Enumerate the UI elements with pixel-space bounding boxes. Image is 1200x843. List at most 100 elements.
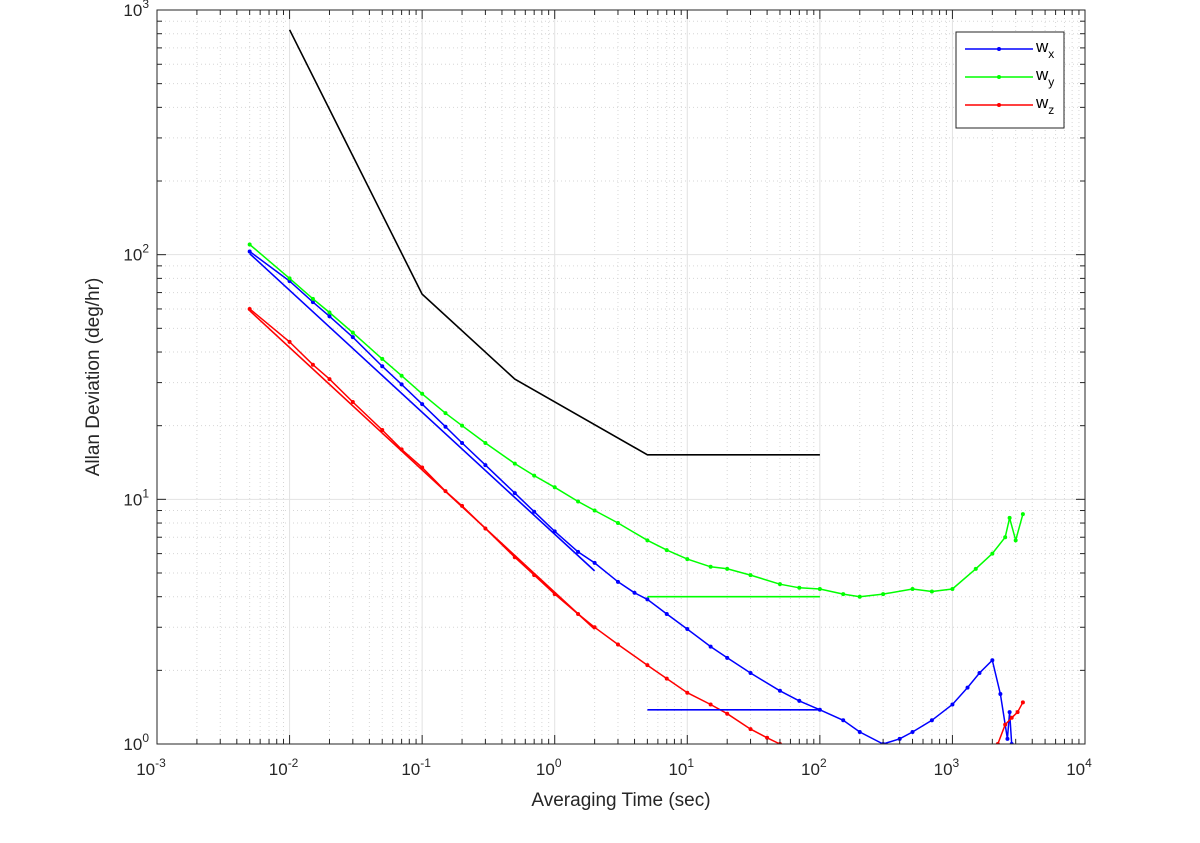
data-point [1009,715,1014,720]
data-point [645,597,650,602]
x-tick-label: 103 [934,756,960,779]
y-tick-label: 102 [123,242,149,265]
series-line [249,310,596,630]
data-point [632,590,637,595]
data-point [1015,710,1020,715]
data-point [460,440,465,445]
data-point [929,718,934,723]
data-point [350,399,355,404]
data-point [645,538,650,543]
fit-line-4 [288,29,820,456]
fit-line-5 [249,253,596,572]
x-tick-label: 104 [1066,756,1092,779]
x-tick-label: 102 [801,756,827,779]
data-point [592,560,597,565]
data-point [881,592,886,597]
x-tick-label: 100 [536,756,562,779]
legend-marker [997,47,1001,51]
data-point [910,729,915,734]
data-point [512,461,517,466]
data-point [380,356,385,361]
data-point [1020,700,1025,705]
data-point [645,663,650,668]
legend-label: wz [1035,93,1054,117]
data-point [950,702,955,707]
data-point [615,642,620,647]
data-point [615,521,620,526]
data-point [310,362,315,367]
tick-layer: 10-3 10-2 10-1 100 101 102 103 104 100 101 102 103 [123,0,1092,779]
data-point [420,402,425,407]
data-point [310,296,315,301]
plot-frame [156,9,1086,745]
data-point [910,587,915,592]
data-point [443,424,448,429]
x-tick-label: 10-2 [269,756,299,779]
data-point [327,314,332,319]
data-point [685,557,690,562]
data-point [990,658,995,663]
x-tick-label: 10-3 [136,756,166,779]
data-series-1 [247,242,1025,599]
data-point [327,377,332,382]
data-point [748,727,753,732]
series-layer [247,29,1025,744]
data-point [350,335,355,340]
data-point [857,729,862,734]
series-line [288,29,820,456]
data-point [1003,535,1008,540]
data-point [973,566,978,571]
data-point [576,499,581,504]
data-point [841,592,846,597]
data-point [857,594,862,599]
data-point [1013,538,1018,543]
data-series-3 [995,700,1025,744]
data-point [748,671,753,676]
fit-line-6 [249,310,596,630]
data-point [399,373,404,378]
series-group [247,29,1025,744]
data-point [748,573,753,578]
data-point [1007,710,1012,715]
data-point [420,391,425,396]
y-axis-label: Allan Deviation (deg/hr) [83,278,104,477]
data-point [247,242,252,247]
x-tick-label: 10-1 [401,756,431,779]
data-point [897,736,902,741]
data-point [592,508,597,513]
data-point [532,473,537,478]
data-point [310,300,315,305]
data-point [443,411,448,416]
data-point [552,485,557,490]
y-tick-label: 101 [123,486,149,509]
data-point [797,585,802,590]
data-point [664,676,669,681]
data-point [990,551,995,556]
x-tick-label: 101 [668,756,694,779]
y-tick-label: 100 [123,731,149,754]
series-line [249,243,1024,598]
series-line [249,253,596,572]
x-axis-label: Averaging Time (sec) [531,790,710,811]
data-point [765,735,770,740]
data-point [483,463,488,468]
data-point [708,702,713,707]
legend-marker [997,75,1001,79]
data-point [399,382,404,387]
data-point [1020,512,1025,517]
legend-label: wx [1035,37,1054,61]
data-point [512,491,517,496]
data-point [247,249,252,254]
data-point [841,718,846,723]
data-point [615,579,620,584]
data-point [664,611,669,616]
data-point [965,685,970,690]
legend-marker [997,103,1001,107]
data-point [725,566,730,571]
data-point [1003,722,1008,727]
data-point [1007,515,1012,520]
data-point [998,692,1003,697]
data-point [350,330,355,335]
data-point [532,509,537,514]
